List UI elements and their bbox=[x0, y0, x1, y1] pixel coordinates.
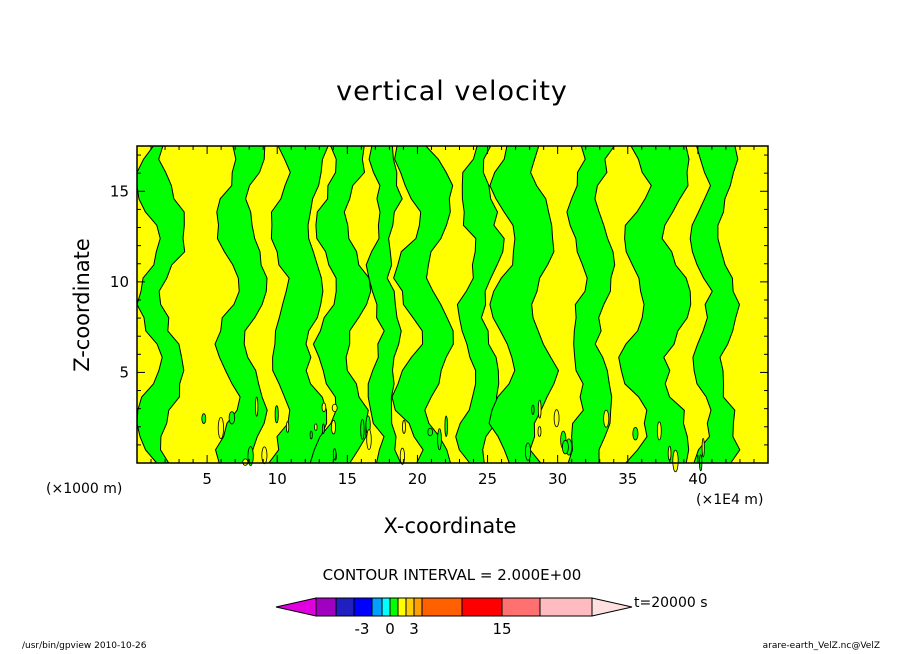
colorbar-tick-label: 0 bbox=[385, 620, 395, 638]
contour-cell bbox=[285, 421, 290, 433]
contour-cell bbox=[531, 404, 535, 415]
colorbar-swatch bbox=[397, 597, 407, 617]
contour-cell bbox=[314, 423, 318, 431]
colorbar-swatch bbox=[315, 597, 337, 617]
contour-cell bbox=[261, 446, 268, 465]
contour-cell bbox=[701, 438, 705, 458]
contour-cell bbox=[332, 448, 337, 460]
contour-field bbox=[136, 145, 768, 473]
contour-cell bbox=[537, 399, 542, 419]
colorbar-tick-label: 15 bbox=[492, 620, 511, 638]
y-tick-label: 10 bbox=[110, 273, 129, 291]
contour-cell bbox=[366, 429, 372, 451]
colorbar-swatch bbox=[421, 597, 463, 617]
x-axis-unit-right: (×1E4 m) bbox=[696, 492, 764, 508]
y-tick-label: 15 bbox=[110, 182, 129, 200]
footer-left-label: /usr/bin/gpview 2010-10-26 bbox=[22, 641, 147, 651]
colorbar-swatch bbox=[381, 597, 391, 617]
chart-title: vertical velocity bbox=[336, 76, 568, 107]
contour-cell bbox=[427, 427, 434, 437]
contour-cell bbox=[437, 428, 442, 451]
colorbar-swatch bbox=[501, 597, 541, 617]
x-tick-label: 40 bbox=[688, 470, 707, 488]
contour-cell bbox=[656, 421, 662, 441]
colorbar-swatch bbox=[353, 597, 373, 617]
footer-right-label: arare-earth_VelZ.nc@VelZ bbox=[762, 641, 880, 651]
x-tick-label: 30 bbox=[548, 470, 567, 488]
contour-cell bbox=[242, 458, 249, 466]
contour-cell bbox=[603, 409, 610, 428]
contour-cell bbox=[274, 405, 279, 424]
colorbar-swatch bbox=[405, 597, 415, 617]
x-tick-label: 5 bbox=[202, 470, 212, 488]
contour-cell bbox=[632, 427, 639, 441]
plot-axes: 5 10 15 20 25 30 35 40 5 10 15 bbox=[110, 145, 769, 488]
contour-cell bbox=[537, 426, 542, 437]
colorbar-tick-label: -3 bbox=[355, 620, 370, 638]
contour-cell bbox=[672, 449, 679, 473]
contour-cell bbox=[201, 413, 207, 424]
contour-cell bbox=[525, 442, 532, 461]
colorbar-swatch bbox=[461, 597, 503, 617]
contour-cell bbox=[399, 447, 405, 465]
contour-cell bbox=[553, 409, 560, 428]
x-tick-label: 35 bbox=[618, 470, 637, 488]
contour-cell bbox=[321, 423, 325, 434]
contour-cell bbox=[309, 430, 313, 440]
x-axis-label: X-coordinate bbox=[383, 514, 517, 538]
contour-cell bbox=[402, 419, 406, 434]
x-tick-label: 20 bbox=[408, 470, 427, 488]
x-tick-label: 15 bbox=[338, 470, 357, 488]
contour-cell bbox=[360, 419, 365, 440]
contour-cell bbox=[330, 419, 336, 435]
colorbar-swatch bbox=[539, 597, 593, 617]
colorbar: -3 0 3 15 bbox=[275, 597, 633, 638]
contour-interval-label: CONTOUR INTERVAL = 2.000E+00 bbox=[322, 566, 582, 584]
contour-cell bbox=[562, 439, 569, 455]
colorbar-swatch bbox=[389, 597, 399, 617]
x-axis-unit-left: (×1000 m) bbox=[46, 481, 123, 497]
contour-cell bbox=[331, 403, 338, 413]
contour-cell bbox=[217, 416, 224, 439]
colorbar-right-triangle bbox=[591, 597, 633, 617]
y-tick-label: 5 bbox=[119, 363, 129, 381]
y-axis-label: Z-coordinate bbox=[70, 238, 94, 372]
colorbar-swatch bbox=[371, 597, 383, 617]
x-tick-label: 25 bbox=[478, 470, 497, 488]
colorbar-left-triangle bbox=[275, 597, 317, 617]
contour-cell bbox=[321, 402, 327, 413]
contour-cell bbox=[444, 415, 448, 438]
contour-cell bbox=[667, 445, 672, 461]
contour-cell bbox=[255, 396, 259, 417]
colorbar-swatch bbox=[413, 597, 423, 617]
x-tick-label: 10 bbox=[268, 470, 287, 488]
time-label: t=20000 s bbox=[634, 595, 708, 611]
colorbar-tick-label: 3 bbox=[409, 620, 419, 638]
contour-cell bbox=[228, 411, 236, 425]
colorbar-swatch bbox=[335, 597, 355, 617]
plot-frame bbox=[136, 145, 769, 464]
